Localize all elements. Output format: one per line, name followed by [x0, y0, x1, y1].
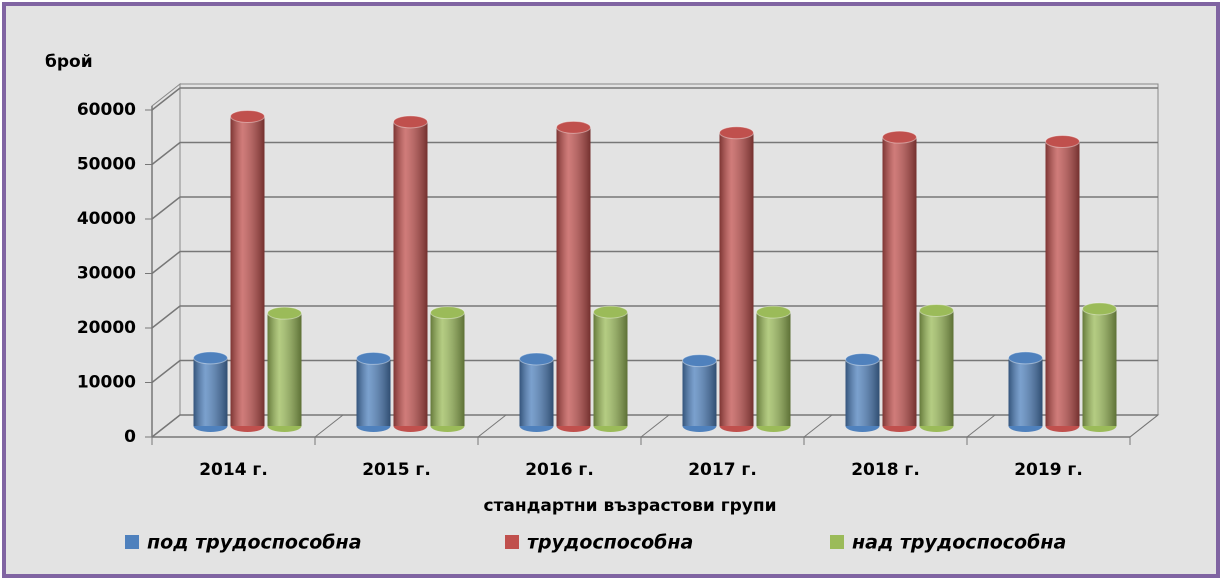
bar-shade — [756, 312, 791, 426]
y-tick-label: 50000 — [77, 155, 136, 175]
x-tick-label: 2014 г. — [199, 460, 268, 480]
legend-swatch — [505, 535, 519, 549]
bar-shade — [519, 358, 554, 426]
bar-top — [756, 305, 791, 319]
bar-shade — [393, 121, 428, 426]
grid-line — [151, 196, 1158, 220]
bar-top — [1045, 135, 1080, 149]
bar — [556, 120, 591, 432]
bar — [845, 353, 880, 432]
bar-top — [919, 303, 954, 317]
bar-shade — [556, 127, 591, 426]
y-tick-label: 60000 — [77, 100, 136, 120]
bar-shade — [430, 312, 465, 426]
bar-top — [593, 305, 628, 319]
bar — [356, 351, 391, 432]
bar-shade — [193, 357, 228, 426]
bar-shade — [356, 358, 391, 426]
bar-top — [845, 353, 880, 367]
bar — [719, 126, 754, 432]
bar-shade — [1008, 357, 1043, 426]
floor-divider — [1129, 414, 1159, 438]
bar-shade — [919, 310, 954, 426]
bar-shade — [719, 132, 754, 427]
bar — [393, 115, 428, 432]
bar — [593, 305, 628, 432]
bar — [1045, 135, 1080, 432]
bar-shade — [230, 116, 265, 426]
bar-shade — [882, 137, 917, 426]
bar-top — [682, 354, 717, 368]
bar — [430, 306, 465, 432]
bar — [756, 305, 791, 432]
grid-line — [151, 87, 1158, 111]
grid-line — [151, 141, 1158, 166]
legend-swatch — [830, 535, 844, 549]
x-tick-label: 2019 г. — [1014, 460, 1083, 480]
grid-line — [151, 359, 1158, 384]
bar-top — [519, 352, 554, 366]
bar-top — [1082, 302, 1117, 316]
x-axis-label: стандартни възрастови групи — [484, 496, 777, 516]
y-tick-label: 20000 — [77, 318, 136, 338]
bar-top — [356, 351, 391, 365]
legend-label: под трудоспособна — [147, 532, 362, 554]
x-tick-label: 2017 г. — [688, 460, 757, 480]
bar-shade — [267, 313, 302, 426]
legend-swatch — [125, 535, 139, 549]
bar — [230, 109, 265, 432]
y-tick-label: 0 — [124, 427, 136, 447]
bar-top — [230, 109, 265, 123]
bar — [193, 351, 228, 432]
bar — [1008, 351, 1043, 432]
floor-divider — [314, 414, 344, 438]
bar — [1082, 302, 1117, 432]
bar-top — [556, 120, 591, 134]
floor-divider — [966, 414, 996, 438]
y-tick-label: 40000 — [77, 209, 136, 229]
floor-divider — [640, 414, 670, 438]
bar-top — [719, 126, 754, 140]
y-tick-label: 30000 — [77, 264, 136, 284]
bar-shade — [1082, 308, 1117, 426]
bar-top — [267, 306, 302, 320]
bar-top — [430, 306, 465, 320]
x-tick-label: 2016 г. — [525, 460, 594, 480]
legend-label: над трудоспособна — [852, 532, 1066, 554]
bar-shade — [593, 312, 628, 426]
bar — [919, 303, 954, 432]
floor-divider — [477, 414, 507, 438]
floor-divider — [151, 414, 181, 438]
bar-top — [1008, 351, 1043, 365]
bar-top — [882, 130, 917, 144]
bar-shade — [682, 360, 717, 426]
bar-shade — [845, 359, 880, 426]
bar-shade — [1045, 141, 1080, 426]
y-tick-label: 10000 — [77, 373, 136, 393]
grid-line — [151, 305, 1158, 329]
side-wall — [151, 82, 181, 439]
bar — [882, 130, 917, 432]
bar — [267, 306, 302, 432]
x-tick-label: 2015 г. — [362, 460, 431, 480]
bar-top — [393, 115, 428, 129]
x-tick-label: 2018 г. — [851, 460, 920, 480]
bar — [519, 352, 554, 432]
legend-label: трудоспособна — [527, 532, 693, 554]
y-axis-label: брой — [45, 52, 93, 72]
grid-line — [151, 250, 1158, 275]
bar — [682, 354, 717, 432]
floor-divider — [803, 414, 833, 438]
bar-top — [193, 351, 228, 365]
